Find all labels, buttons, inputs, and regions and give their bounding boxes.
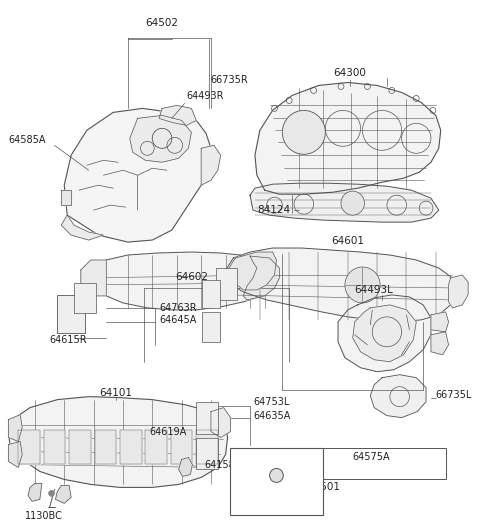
- Text: 64619A: 64619A: [149, 427, 187, 437]
- Polygon shape: [95, 430, 116, 464]
- Polygon shape: [338, 295, 431, 372]
- Bar: [196, 402, 218, 433]
- Polygon shape: [226, 248, 456, 322]
- Polygon shape: [9, 397, 228, 488]
- Polygon shape: [9, 441, 22, 468]
- Bar: [74, 283, 96, 313]
- Text: 64493L: 64493L: [279, 452, 315, 462]
- Bar: [196, 438, 218, 469]
- Bar: [202, 280, 220, 308]
- Text: 64763R: 64763R: [159, 303, 197, 313]
- Polygon shape: [179, 458, 192, 477]
- Text: 64502: 64502: [145, 18, 179, 28]
- Text: 66735L: 66735L: [436, 390, 472, 400]
- Polygon shape: [9, 414, 22, 441]
- Bar: [58, 295, 85, 333]
- Polygon shape: [81, 252, 279, 310]
- Polygon shape: [44, 430, 65, 464]
- Text: 64575A: 64575A: [353, 452, 390, 462]
- Polygon shape: [28, 483, 42, 501]
- Circle shape: [282, 110, 325, 154]
- Polygon shape: [61, 190, 71, 205]
- Polygon shape: [18, 430, 40, 464]
- Polygon shape: [81, 260, 106, 296]
- Polygon shape: [255, 83, 441, 194]
- Text: 64615R: 64615R: [49, 335, 87, 345]
- Polygon shape: [431, 332, 448, 355]
- Polygon shape: [130, 115, 192, 162]
- Bar: [230, 448, 324, 515]
- Text: 64585A: 64585A: [9, 135, 46, 145]
- Polygon shape: [211, 408, 230, 438]
- Text: 64158: 64158: [204, 460, 235, 470]
- Polygon shape: [201, 145, 221, 185]
- Text: 64601: 64601: [331, 236, 364, 246]
- Circle shape: [341, 191, 364, 215]
- Bar: [250, 448, 445, 479]
- Text: 64101: 64101: [99, 388, 132, 398]
- Polygon shape: [243, 256, 279, 300]
- Polygon shape: [448, 275, 468, 308]
- Polygon shape: [145, 430, 167, 464]
- Text: 64501: 64501: [307, 482, 340, 492]
- Polygon shape: [61, 215, 103, 240]
- Polygon shape: [69, 430, 91, 464]
- Bar: [202, 312, 220, 342]
- Text: 64645A: 64645A: [159, 315, 196, 325]
- Polygon shape: [159, 105, 196, 125]
- Polygon shape: [250, 183, 439, 222]
- Bar: [216, 268, 237, 300]
- Text: 64493R: 64493R: [187, 92, 224, 102]
- Text: 64753L: 64753L: [253, 397, 289, 407]
- Polygon shape: [353, 305, 416, 362]
- Polygon shape: [228, 252, 276, 290]
- Text: 64493L: 64493L: [355, 285, 394, 295]
- Circle shape: [270, 469, 283, 482]
- Text: 1125DA: 1125DA: [247, 451, 288, 461]
- Text: 84124: 84124: [257, 205, 290, 215]
- Circle shape: [345, 267, 380, 303]
- Polygon shape: [120, 430, 142, 464]
- Text: 64635A: 64635A: [253, 411, 290, 421]
- Circle shape: [48, 490, 54, 497]
- Text: 64300: 64300: [333, 68, 366, 78]
- Polygon shape: [431, 312, 448, 332]
- Polygon shape: [64, 108, 211, 242]
- Text: 66735R: 66735R: [210, 76, 248, 86]
- Polygon shape: [196, 430, 218, 464]
- Polygon shape: [171, 430, 192, 464]
- Text: 1130BC: 1130BC: [25, 511, 63, 521]
- Polygon shape: [56, 485, 71, 503]
- Polygon shape: [370, 375, 426, 418]
- Text: 64602: 64602: [175, 272, 208, 282]
